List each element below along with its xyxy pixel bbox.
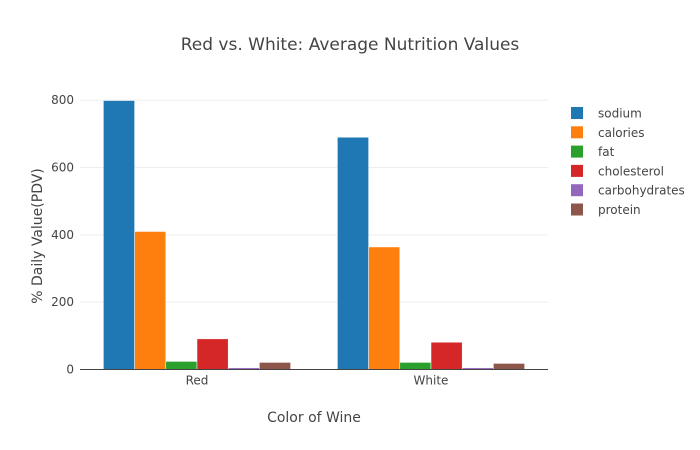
chart-title: Red vs. White: Average Nutrition Values: [181, 35, 520, 55]
bars: [103, 100, 525, 370]
y-tick-label: 800: [51, 93, 74, 107]
x-tick-labels: Red White: [186, 374, 449, 388]
bar-sodium-red[interactable]: [103, 100, 135, 370]
legend-item-calories[interactable]: calories: [571, 126, 645, 140]
legend-label: sodium: [598, 107, 642, 121]
legend-item-cholesterol[interactable]: cholesterol: [571, 164, 664, 178]
bar-cholesterol-white[interactable]: [430, 341, 463, 370]
legend-swatch: [571, 126, 583, 139]
x-axis-title: Color of Wine: [267, 410, 361, 426]
legend-swatch: [571, 203, 583, 216]
bar-protein-red[interactable]: [259, 362, 291, 370]
x-tick-label: White: [414, 374, 449, 388]
bar-cholesterol-red[interactable]: [196, 338, 229, 370]
bar-fat-red[interactable]: [165, 361, 198, 370]
legend-swatch: [571, 107, 583, 119]
legend-swatch: [571, 164, 583, 177]
legend-label: protein: [598, 203, 641, 217]
y-axis-title: % Daily Value(PDV): [30, 168, 46, 304]
bar-protein-white[interactable]: [493, 363, 525, 370]
legend-label: cholesterol: [598, 164, 664, 178]
y-tick-label: 600: [51, 161, 74, 175]
y-tick-label: 200: [51, 295, 74, 309]
y-tick-labels: 0 200 400 600 800: [51, 93, 74, 376]
bar-sodium-white[interactable]: [337, 136, 369, 370]
legend-item-carbohydrates[interactable]: carbohydrates: [571, 184, 685, 198]
bar-fat-white[interactable]: [399, 362, 432, 370]
x-tick-label: Red: [186, 374, 209, 388]
legend-swatch: [571, 184, 583, 197]
legend-swatch: [571, 145, 583, 158]
legend-item-sodium[interactable]: sodium: [571, 107, 642, 121]
legend-item-protein[interactable]: protein: [571, 203, 641, 217]
legend-item-fat[interactable]: fat: [571, 145, 615, 159]
legend[interactable]: sodium calories fat cholesterol carbohydrate…: [571, 107, 685, 218]
y-tick-label: 0: [66, 363, 74, 377]
y-tick-label: 400: [51, 228, 74, 242]
legend-label: fat: [598, 145, 615, 159]
bar-calories-white[interactable]: [368, 246, 401, 370]
legend-label: calories: [598, 126, 645, 140]
legend-label: carbohydrates: [598, 184, 685, 198]
bar-calories-red[interactable]: [134, 231, 167, 370]
